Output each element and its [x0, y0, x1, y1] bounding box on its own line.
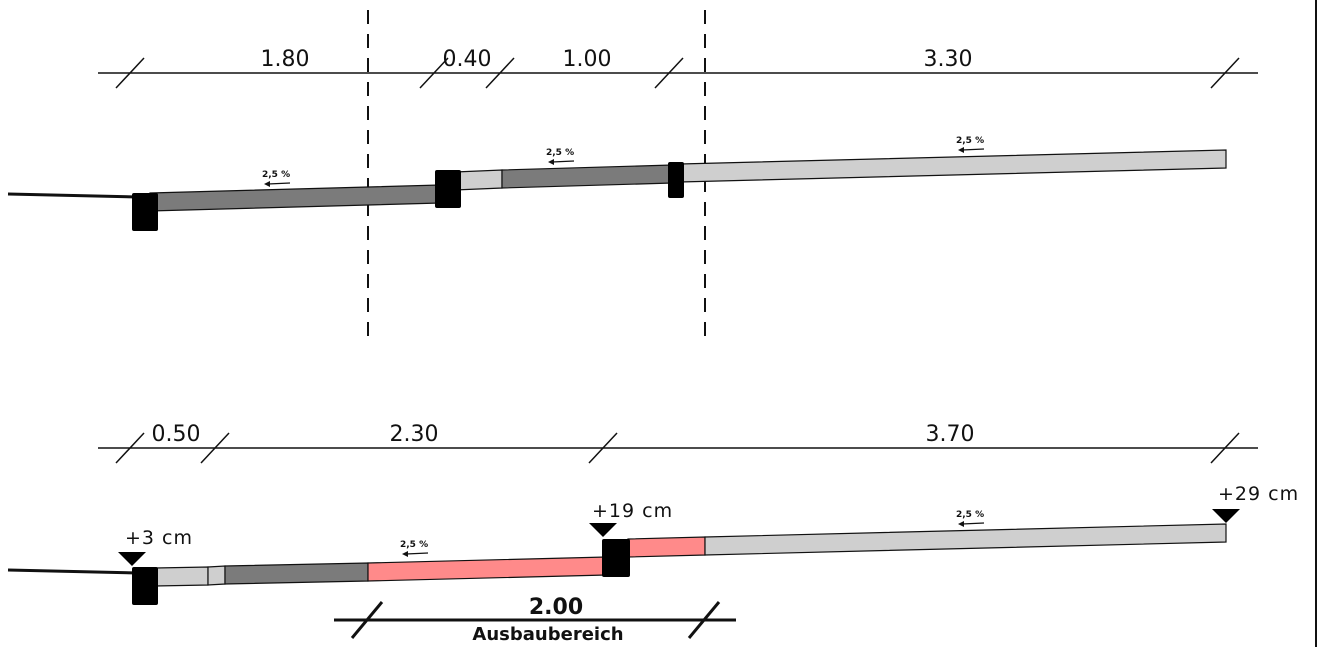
bottom-dim-label-1: 0.50 [152, 422, 201, 447]
slope-arrow-icon [402, 551, 429, 557]
bottom-new-strip [627, 536, 706, 558]
bottom-slope-label-2: 2,5 % [956, 510, 984, 520]
top-sidewalk [149, 184, 441, 212]
top-dim-label-2: 0.40 [443, 47, 492, 72]
extension-dimension-line [334, 601, 736, 639]
top-ground-line [7, 192, 139, 199]
elevation-label-middle: +19 cm [592, 500, 673, 522]
extension-width-label: 2.00 [529, 595, 583, 620]
top-cycle-path [501, 164, 673, 189]
bottom-light-strip-2 [207, 565, 226, 586]
bottom-dim-label-2: 2.30 [390, 422, 439, 447]
top-dim-label-4: 3.30 [924, 47, 973, 72]
extension-area-label: Ausbaubereich [472, 624, 623, 645]
top-curb-middle [435, 170, 461, 208]
slope-arrow-icon [548, 159, 575, 165]
slope-arrow-icon [958, 147, 985, 153]
top-dim-label-3: 1.00 [563, 47, 612, 72]
bottom-carriageway [704, 523, 1227, 556]
top-slope-label-2: 2,5 % [546, 148, 574, 158]
top-carriageway [679, 149, 1227, 183]
slope-arrow-icon [264, 181, 291, 187]
bottom-dimension-line [98, 432, 1258, 464]
bottom-ground-line [7, 568, 139, 575]
slope-arrow-icon [958, 521, 985, 527]
elevation-label-right: +29 cm [1218, 483, 1299, 505]
elevation-triangle-icon [118, 552, 146, 566]
bottom-light-strip-1 [154, 566, 209, 587]
bottom-slope-label-1: 2,5 % [400, 540, 428, 550]
top-dimension-line [98, 57, 1258, 89]
elevation-triangle-icon [1212, 509, 1240, 523]
top-curb-right [668, 162, 684, 198]
top-strip [454, 169, 503, 191]
bottom-curb-left [132, 567, 158, 605]
elevation-triangle-icon [589, 523, 617, 537]
bottom-dim-label-3: 3.70 [926, 422, 975, 447]
bottom-new-path [367, 556, 607, 582]
top-curb-left [132, 193, 158, 231]
elevation-label-left: +3 cm [125, 527, 193, 549]
top-dim-label-1: 1.80 [261, 47, 310, 72]
bottom-curb-middle [602, 539, 630, 577]
top-slope-label-3: 2,5 % [956, 136, 984, 146]
top-slope-label-1: 2,5 % [262, 170, 290, 180]
bottom-dark-strip [224, 562, 369, 585]
